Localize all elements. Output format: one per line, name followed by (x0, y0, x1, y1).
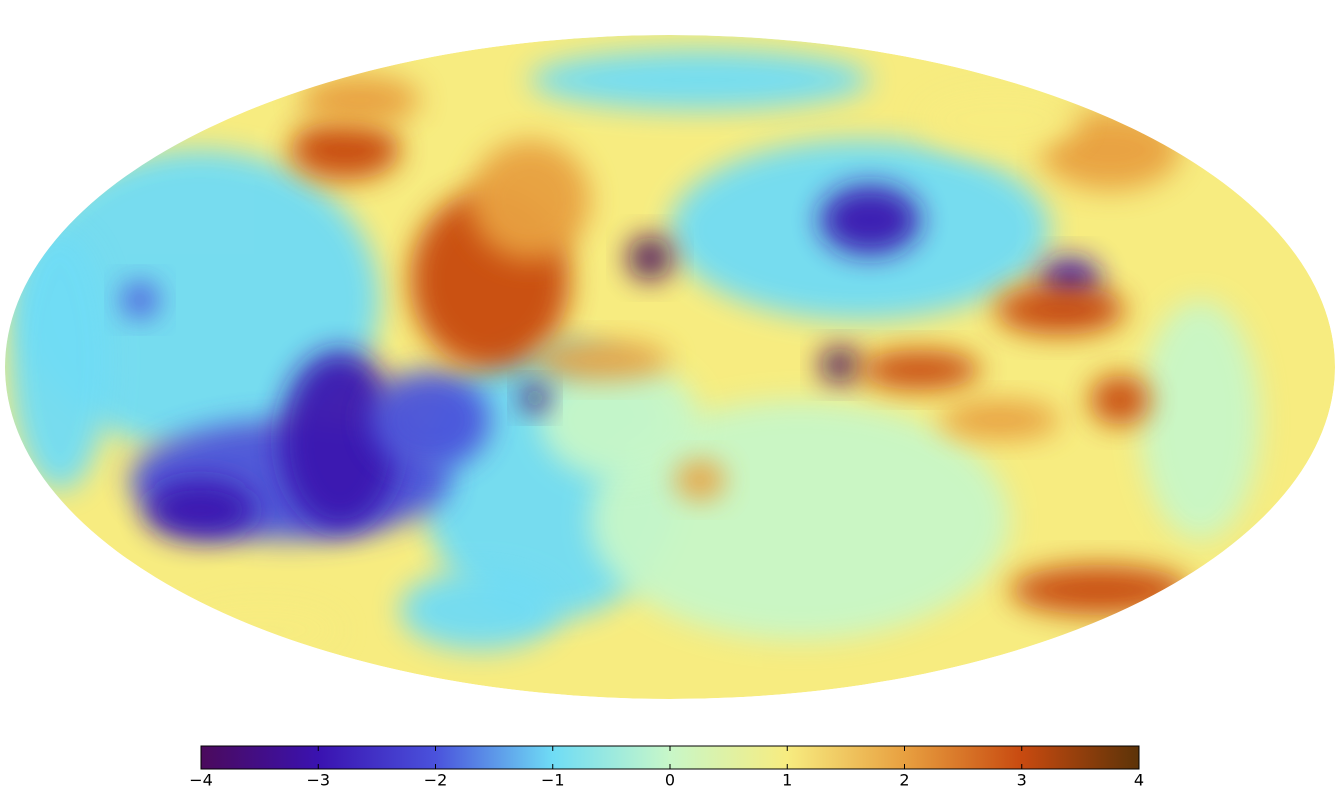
sky-region (628, 236, 672, 280)
sky-region (820, 185, 920, 255)
colorbar-tick-label: −1 (541, 771, 565, 790)
sky-region (940, 400, 1060, 440)
sky-region (122, 282, 158, 318)
sky-region (530, 340, 670, 380)
colorbar-tick-label: 4 (1134, 771, 1144, 790)
colorbar-tick-label: 1 (782, 771, 792, 790)
sky-region (820, 347, 860, 383)
sky-region (1010, 565, 1190, 615)
colorbar-tick-label: −4 (189, 771, 213, 790)
sky-map (5, 35, 1335, 699)
colorbar-tick-label: 0 (665, 771, 675, 790)
sky-region (1090, 375, 1150, 425)
sky-region (590, 400, 1010, 640)
colorbar-tick-label: 2 (899, 771, 909, 790)
sky-region (1140, 300, 1260, 540)
sky-region (995, 285, 1125, 335)
sky-region (400, 570, 560, 650)
sky-region (180, 605, 340, 655)
sky-region (10, 230, 110, 490)
colorbar-tick-label: −2 (424, 771, 448, 790)
sky-region (370, 370, 490, 470)
sky-region (530, 50, 870, 110)
sky-region (300, 75, 420, 125)
colorbar-tick-label: 3 (1017, 771, 1027, 790)
sky-region (675, 460, 725, 500)
sky-region (470, 140, 590, 260)
colorbar: −4 −3 −2 −1 0 1 2 3 4 (189, 745, 1144, 790)
sky-region (540, 360, 700, 480)
sky-region (521, 384, 549, 412)
sky-region (290, 120, 400, 180)
sky-region (920, 90, 1080, 150)
sky-region (20, 150, 380, 450)
sky-region (280, 350, 400, 530)
sky-region (860, 350, 980, 390)
colorbar-tick-label: −3 (306, 771, 330, 790)
sky-region (145, 480, 255, 540)
